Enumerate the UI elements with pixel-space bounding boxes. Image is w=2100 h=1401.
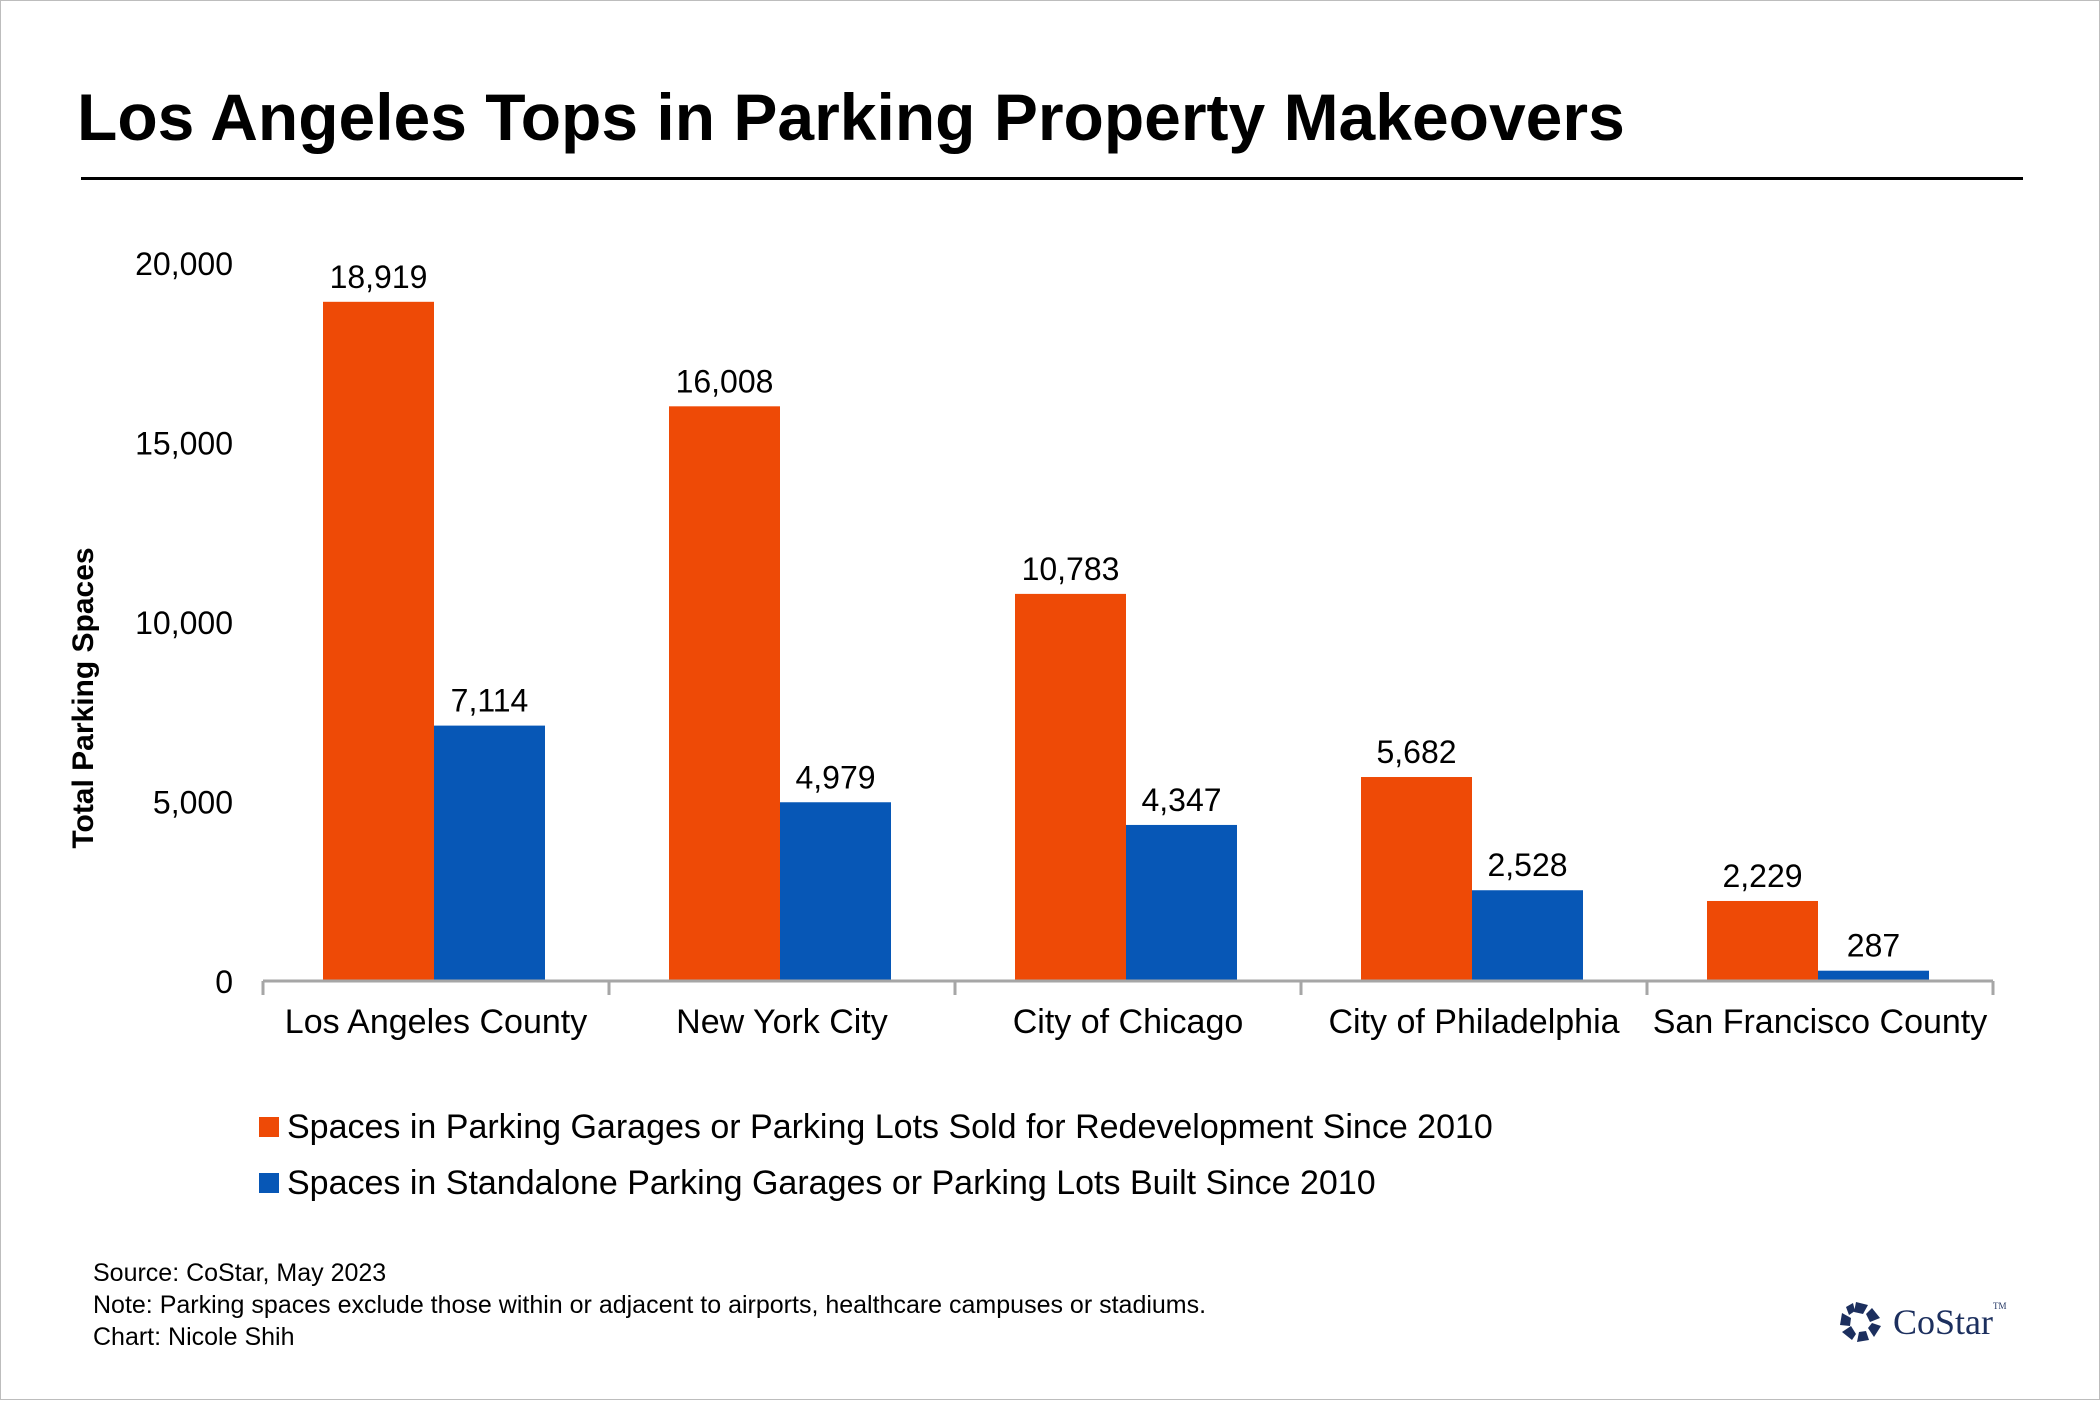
credit-note: Chart: Nicole Shih (93, 1323, 295, 1351)
source-note: Source: CoStar, May 2023 (93, 1259, 387, 1287)
legend-item-built: Spaces in Standalone Parking Garages or … (259, 1155, 1493, 1211)
data-label: 7,114 (451, 683, 529, 719)
y-tick-label: 20,000 (135, 246, 233, 282)
x-tick-label: City of Chicago (1013, 1003, 1244, 1041)
bar-built (1818, 970, 1929, 981)
data-label: 4,979 (795, 759, 875, 795)
data-label: 2,229 (1722, 858, 1802, 894)
footer-notes: Source: CoStar, May 2023 Note: Parking s… (93, 1257, 1206, 1353)
chart-title: Los Angeles Tops in Parking Property Mak… (77, 80, 1625, 154)
costar-wordmark: CoStarTM (1893, 1301, 2007, 1343)
legend-item-redevelopment: Spaces in Parking Garages or Parking Lot… (259, 1099, 1493, 1155)
bar-built (780, 802, 891, 981)
y-tick-label: 0 (215, 964, 233, 1000)
bar-redevelopment (669, 406, 780, 981)
legend-label-built: Spaces in Standalone Parking Garages or … (287, 1163, 1376, 1202)
data-label: 4,347 (1141, 782, 1221, 818)
data-label: 10,783 (1022, 551, 1120, 587)
data-label: 18,919 (330, 259, 428, 295)
y-tick-label: 5,000 (153, 785, 233, 821)
data-label: 16,008 (676, 363, 774, 399)
x-tick-label: Los Angeles County (285, 1003, 587, 1041)
x-tick-label: San Francisco County (1653, 1003, 1988, 1041)
data-label: 287 (1847, 928, 1900, 964)
exclusion-note: Note: Parking spaces exclude those withi… (93, 1291, 1207, 1319)
legend-swatch-built (259, 1173, 279, 1193)
bar-built (1126, 824, 1237, 981)
costar-trademark: TM (1993, 1301, 2007, 1311)
bar-built (434, 725, 545, 981)
costar-name: CoStar (1893, 1302, 1994, 1342)
bar-redevelopment (1707, 900, 1818, 981)
bar-redevelopment (1015, 593, 1126, 981)
y-tick-label: 10,000 (135, 605, 233, 641)
bar-redevelopment (1361, 777, 1472, 981)
bar-built (1472, 890, 1583, 981)
costar-star-icon (1840, 1302, 1881, 1342)
costar-logo: CoStarTM (1837, 1299, 2007, 1345)
x-tick-label: City of Philadelphia (1328, 1003, 1619, 1041)
data-label: 2,528 (1487, 847, 1567, 883)
y-tick-label: 15,000 (135, 426, 233, 462)
bar-redevelopment (323, 301, 434, 982)
legend-swatch-redevelopment (259, 1117, 279, 1137)
data-label: 5,682 (1376, 734, 1456, 770)
title-divider (81, 177, 2023, 180)
legend-label-redevelopment: Spaces in Parking Garages or Parking Lot… (287, 1107, 1493, 1146)
y-axis-title: Total Parking Spaces (67, 547, 100, 848)
legend: Spaces in Parking Garages or Parking Lot… (259, 1099, 1493, 1211)
x-tick-label: New York City (676, 1003, 888, 1041)
